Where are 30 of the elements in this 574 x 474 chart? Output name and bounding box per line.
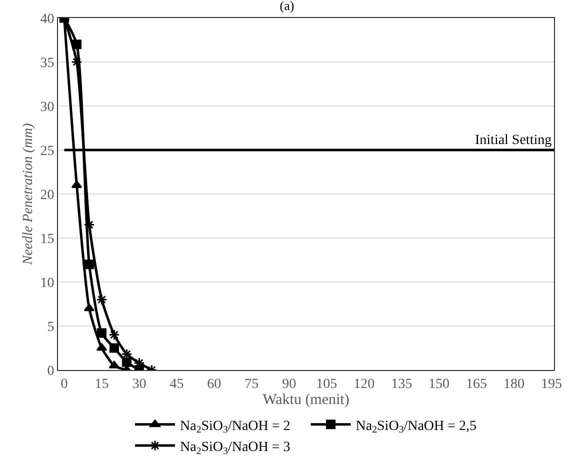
x-tick-label: 75 xyxy=(244,376,259,392)
y-tick-label: 25 xyxy=(40,144,54,159)
x-tick-label: 60 xyxy=(207,376,222,392)
x-tick-label: 180 xyxy=(504,376,525,392)
legend-label: Na$_{2}$SiO$_{3}$/NaOH = 3 xyxy=(180,440,290,457)
y-axis-title: Needle Penetration (mm) xyxy=(20,122,36,266)
ref-line-label: Initial Setting xyxy=(475,133,552,148)
x-tick-label: 105 xyxy=(316,376,338,392)
legend-label: Na$_{2}$SiO$_{3}$/NaOH = 2 xyxy=(180,418,290,436)
x-tick-label: 135 xyxy=(391,376,412,392)
x-tick-label: 120 xyxy=(354,376,375,392)
y-tick-label: 0 xyxy=(47,364,54,379)
y-tick-label: 40 xyxy=(40,12,54,27)
x-tick-label: 150 xyxy=(428,376,450,392)
x-tick-label: 30 xyxy=(132,376,146,392)
x-axis-title: Waktu (menit) xyxy=(262,392,350,408)
x-tick-label: 195 xyxy=(541,376,562,392)
y-tick-label: 30 xyxy=(40,100,54,115)
y-tick-label: 10 xyxy=(40,276,54,291)
y-tick-label: 15 xyxy=(40,232,54,247)
x-tick-label: 165 xyxy=(466,376,488,392)
x-tick-label: 15 xyxy=(94,376,109,392)
x-tick-label: 0 xyxy=(60,376,68,392)
x-tick-label: 90 xyxy=(282,376,296,392)
chart-title: (a) xyxy=(280,0,294,14)
y-tick-label: 35 xyxy=(40,56,54,71)
y-tick-label: 5 xyxy=(47,320,54,335)
x-tick-label: 45 xyxy=(170,376,184,392)
y-tick-label: 20 xyxy=(40,188,54,203)
legend-label: Na$_{2}$SiO$_{3}$/NaOH = 2,5 xyxy=(356,418,477,436)
